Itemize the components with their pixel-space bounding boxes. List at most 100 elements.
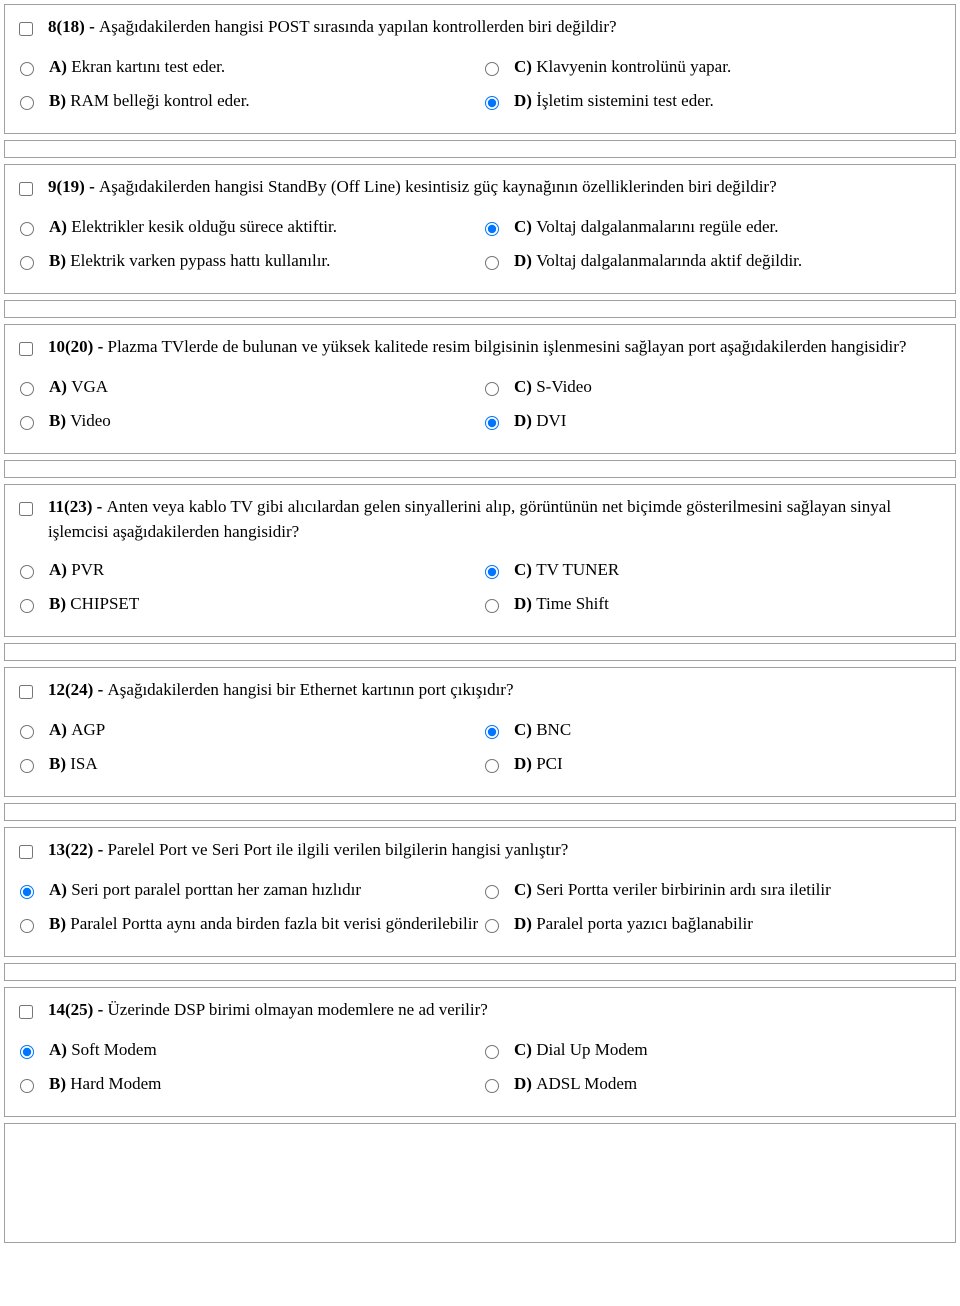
question-number: 12(24) xyxy=(48,680,93,699)
option-radio-wrap xyxy=(480,1042,502,1064)
option-value: Time Shift xyxy=(536,594,609,613)
option-c: C) Voltaj dalgalanmalarını regüle eder. xyxy=(480,211,945,245)
option-d: D) İşletim sistemini test eder. xyxy=(480,85,945,119)
question-block: 11(23) - Anten veya kablo TV gibi alıcıl… xyxy=(4,484,956,637)
option-radio-wrap xyxy=(15,916,37,938)
option-text: B) Video xyxy=(49,409,480,434)
question-number: 8(18) xyxy=(48,17,85,36)
option-radio[interactable] xyxy=(20,96,34,110)
question-checkbox-wrap xyxy=(15,179,36,201)
question-body: Parelel Port ve Seri Port ile ilgili ver… xyxy=(108,840,569,859)
option-text: B) CHIPSET xyxy=(49,592,480,617)
question-row: 13(22) - Parelel Port ve Seri Port ile i… xyxy=(15,838,945,864)
option-radio[interactable] xyxy=(20,725,34,739)
option-radio[interactable] xyxy=(20,919,34,933)
option-radio[interactable] xyxy=(485,96,499,110)
question-separator: - xyxy=(92,497,106,516)
options-grid: A) PVRC) TV TUNERB) CHIPSETD) Time Shift xyxy=(15,554,945,622)
option-text: D) ADSL Modem xyxy=(514,1072,945,1097)
option-radio[interactable] xyxy=(20,256,34,270)
option-radio[interactable] xyxy=(485,382,499,396)
option-letter: D) xyxy=(514,914,536,933)
option-radio[interactable] xyxy=(20,1079,34,1093)
question-text: 8(18) - Aşağıdakilerden hangisi POST sır… xyxy=(48,15,945,40)
option-radio[interactable] xyxy=(485,1045,499,1059)
option-radio-wrap xyxy=(480,253,502,275)
option-b: B) Elektrik varken pypass hattı kullanıl… xyxy=(15,245,480,279)
option-radio[interactable] xyxy=(485,222,499,236)
option-text: A) PVR xyxy=(49,558,480,583)
question-checkbox-wrap xyxy=(15,682,36,704)
option-letter: C) xyxy=(514,1040,536,1059)
options-grid: A) AGPC) BNCB) ISAD) PCI xyxy=(15,714,945,782)
option-text: D) İşletim sistemini test eder. xyxy=(514,89,945,114)
question-checkbox[interactable] xyxy=(19,182,33,196)
option-radio-wrap xyxy=(15,379,37,401)
option-radio[interactable] xyxy=(20,222,34,236)
option-value: S-Video xyxy=(536,377,592,396)
option-text: B) RAM belleği kontrol eder. xyxy=(49,89,480,114)
option-radio[interactable] xyxy=(485,1079,499,1093)
option-value: Soft Modem xyxy=(71,1040,156,1059)
options-grid: A) Elektrikler kesik olduğu sürece aktif… xyxy=(15,211,945,279)
option-b: B) Video xyxy=(15,405,480,439)
option-a: A) VGA xyxy=(15,371,480,405)
options-grid: A) Seri port paralel porttan her zaman h… xyxy=(15,874,945,942)
option-radio[interactable] xyxy=(20,759,34,773)
option-d: D) Paralel porta yazıcı bağlanabilir xyxy=(480,908,945,942)
question-checkbox[interactable] xyxy=(19,22,33,36)
option-radio[interactable] xyxy=(485,416,499,430)
option-b: B) CHIPSET xyxy=(15,588,480,622)
question-block: 9(19) - Aşağıdakilerden hangisi StandBy … xyxy=(4,164,956,294)
question-body: Anten veya kablo TV gibi alıcılardan gel… xyxy=(48,497,891,541)
option-radio[interactable] xyxy=(485,885,499,899)
option-radio[interactable] xyxy=(20,62,34,76)
option-radio-wrap xyxy=(15,562,37,584)
option-letter: D) xyxy=(514,594,536,613)
option-text: A) AGP xyxy=(49,718,480,743)
option-value: Seri Portta veriler birbirinin ardı sıra… xyxy=(536,880,831,899)
option-text: A) Elektrikler kesik olduğu sürece aktif… xyxy=(49,215,480,240)
question-checkbox[interactable] xyxy=(19,342,33,356)
question-checkbox[interactable] xyxy=(19,1005,33,1019)
spacer xyxy=(4,140,956,158)
option-radio[interactable] xyxy=(20,382,34,396)
option-letter: A) xyxy=(49,217,71,236)
question-number: 9(19) xyxy=(48,177,85,196)
option-radio[interactable] xyxy=(20,565,34,579)
question-separator: - xyxy=(93,337,107,356)
option-radio[interactable] xyxy=(485,759,499,773)
options-grid: A) Soft ModemC) Dial Up ModemB) Hard Mod… xyxy=(15,1034,945,1102)
option-radio[interactable] xyxy=(20,885,34,899)
option-radio-wrap xyxy=(15,59,37,81)
question-number: 13(22) xyxy=(48,840,93,859)
spacer xyxy=(4,460,956,478)
question-block: 14(25) - Üzerinde DSP birimi olmayan mod… xyxy=(4,987,956,1117)
question-row: 8(18) - Aşağıdakilerden hangisi POST sır… xyxy=(15,15,945,41)
option-radio-wrap xyxy=(15,596,37,618)
question-separator: - xyxy=(93,680,107,699)
question-checkbox[interactable] xyxy=(19,685,33,699)
option-value: VGA xyxy=(71,377,108,396)
option-radio[interactable] xyxy=(20,599,34,613)
option-letter: C) xyxy=(514,720,536,739)
option-a: A) Seri port paralel porttan her zaman h… xyxy=(15,874,480,908)
option-value: ADSL Modem xyxy=(536,1074,637,1093)
question-checkbox-wrap xyxy=(15,1002,36,1024)
option-letter: A) xyxy=(49,720,71,739)
option-radio[interactable] xyxy=(485,565,499,579)
option-text: C) Klavyenin kontrolünü yapar. xyxy=(514,55,945,80)
option-radio[interactable] xyxy=(485,599,499,613)
option-value: ISA xyxy=(70,754,97,773)
option-radio[interactable] xyxy=(485,256,499,270)
question-checkbox[interactable] xyxy=(19,845,33,859)
option-radio[interactable] xyxy=(20,1045,34,1059)
option-radio[interactable] xyxy=(20,416,34,430)
question-checkbox[interactable] xyxy=(19,502,33,516)
option-radio-wrap xyxy=(15,1076,37,1098)
option-text: D) Time Shift xyxy=(514,592,945,617)
option-radio[interactable] xyxy=(485,62,499,76)
option-radio[interactable] xyxy=(485,919,499,933)
option-letter: A) xyxy=(49,1040,71,1059)
option-radio[interactable] xyxy=(485,725,499,739)
